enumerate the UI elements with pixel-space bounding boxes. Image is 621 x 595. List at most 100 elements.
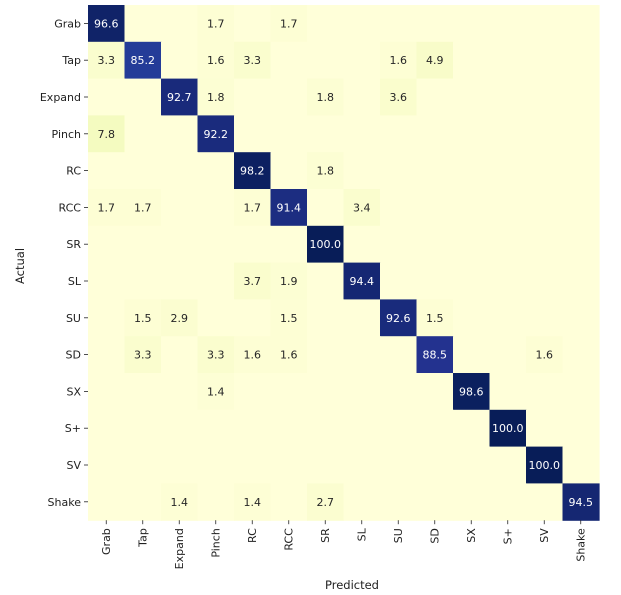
heatmap-cell: [489, 189, 527, 227]
heatmap-cell: [161, 409, 199, 448]
y-tick-label: Pinch: [52, 128, 81, 141]
heatmap-cell: [343, 409, 381, 448]
heatmap-cell: [380, 225, 418, 264]
x-axis-label: Predicted: [325, 578, 379, 592]
heatmap-cell: [197, 299, 235, 337]
heatmap-cell: [526, 41, 564, 80]
heatmap-cell: [453, 115, 491, 153]
x-axis-ticks: Grab Tap Expand Pinch RC RCC SR SL SU SD SX S+ SV Sha…: [100, 520, 588, 569]
x-tick-label: SL: [356, 527, 369, 541]
cell-value-label: 7.8: [98, 128, 116, 141]
heatmap-cell: [124, 115, 162, 153]
cell-value-label: 1.8: [317, 165, 335, 178]
x-tick-label: SR: [319, 528, 332, 543]
heatmap-cell: [526, 446, 564, 484]
heatmap-cell: [270, 262, 308, 300]
heatmap-cell: [124, 299, 162, 337]
cell-value-label: 3.3: [244, 54, 262, 67]
cell-value-label: 1.7: [244, 201, 262, 214]
cell-value-label: 1.6: [280, 349, 298, 362]
heatmap-cell: [453, 336, 491, 374]
heatmap-cell: [161, 299, 199, 337]
heatmap-cell: [161, 446, 199, 484]
heatmap-cell: [416, 299, 454, 337]
heatmap-cell: [197, 262, 235, 300]
heatmap-cell: [453, 409, 491, 448]
cell-value-label: 1.6: [207, 54, 225, 67]
heatmap-cell: [380, 115, 418, 153]
heatmap-cell: [270, 115, 308, 153]
heatmap-cell: [416, 336, 454, 374]
heatmap-cell: [489, 299, 527, 337]
cell-value-label: 92.7: [167, 91, 192, 104]
heatmap-cell: [124, 373, 162, 411]
heatmap-cell: [416, 262, 454, 300]
heatmap-cell: [562, 225, 600, 264]
heatmap-cell: [562, 483, 600, 521]
cell-value-label: 1.8: [317, 91, 335, 104]
y-tick-label: SU: [66, 312, 81, 325]
heatmap-cell: [343, 5, 381, 43]
heatmap-cell: [234, 262, 272, 300]
heatmap-cell: [562, 336, 600, 374]
heatmap-cell: [562, 373, 600, 411]
heatmap-cell: [416, 373, 454, 411]
heatmap-cell: [88, 373, 126, 411]
heatmap-cell: [307, 78, 345, 116]
y-tick-label: Tap: [61, 54, 81, 67]
heatmap-cell: [380, 373, 418, 411]
heatmap-cell: [416, 5, 454, 43]
heatmap-cell: [161, 262, 199, 300]
heatmap-cell: [453, 446, 491, 484]
heatmap-cell: [270, 41, 308, 80]
y-tick-label: SX: [66, 385, 81, 398]
heatmap-cell: [161, 373, 199, 411]
heatmap-cell: [234, 373, 272, 411]
heatmap-cell: [197, 483, 235, 521]
heatmap-cell: [416, 78, 454, 116]
heatmap-cell: [343, 446, 381, 484]
cell-value-label: 1.7: [134, 201, 152, 214]
cell-value-label: 92.6: [386, 312, 411, 325]
x-tick-label: SD: [429, 528, 442, 543]
heatmap-cell: [234, 446, 272, 484]
cell-value-label: 98.6: [459, 385, 484, 398]
heatmap-cell: [161, 115, 199, 153]
heatmap-cell: [234, 5, 272, 43]
heatmap-cell: [124, 483, 162, 521]
heatmap-cell: [270, 483, 308, 521]
cell-value-label: 1.9: [280, 275, 298, 288]
cell-value-label: 1.5: [134, 312, 152, 325]
heatmap-cell: [526, 152, 564, 190]
heatmap-cell: [307, 336, 345, 374]
heatmap-cell: [270, 446, 308, 484]
heatmap-cell: [124, 189, 162, 227]
heatmap-cell: [270, 152, 308, 190]
heatmap-cell: [270, 336, 308, 374]
heatmap-cell: [453, 5, 491, 43]
heatmap-cell: [416, 483, 454, 521]
heatmap-cell: [124, 336, 162, 374]
heatmap-cell: [161, 483, 199, 521]
x-tick-label: S+: [502, 528, 515, 544]
heatmap-cell: [307, 262, 345, 300]
heatmap-cell: [88, 409, 126, 448]
heatmap-cell: [88, 336, 126, 374]
heatmap-cell: [88, 78, 126, 116]
heatmap-cell: [234, 78, 272, 116]
cell-value-label: 92.2: [204, 128, 229, 141]
x-tick-label: SU: [392, 528, 405, 543]
y-tick-label: SL: [68, 275, 82, 288]
values-layer: 96.6 1.7 1.7 3.3 85.2 1.6 3.3 1.6 4.9 92.7 1.8 1.8 3…: [94, 17, 593, 508]
cell-value-label: 3.7: [244, 275, 262, 288]
heatmap-cell: [489, 262, 527, 300]
heatmap-cell: [307, 41, 345, 80]
heatmap-cell: [88, 225, 126, 264]
x-tick-label: Shake: [575, 528, 588, 562]
heatmap-cell: [343, 336, 381, 374]
heatmap-cell: [416, 225, 454, 264]
cell-value-label: 3.3: [207, 349, 225, 362]
cell-value-label: 1.7: [98, 201, 116, 214]
